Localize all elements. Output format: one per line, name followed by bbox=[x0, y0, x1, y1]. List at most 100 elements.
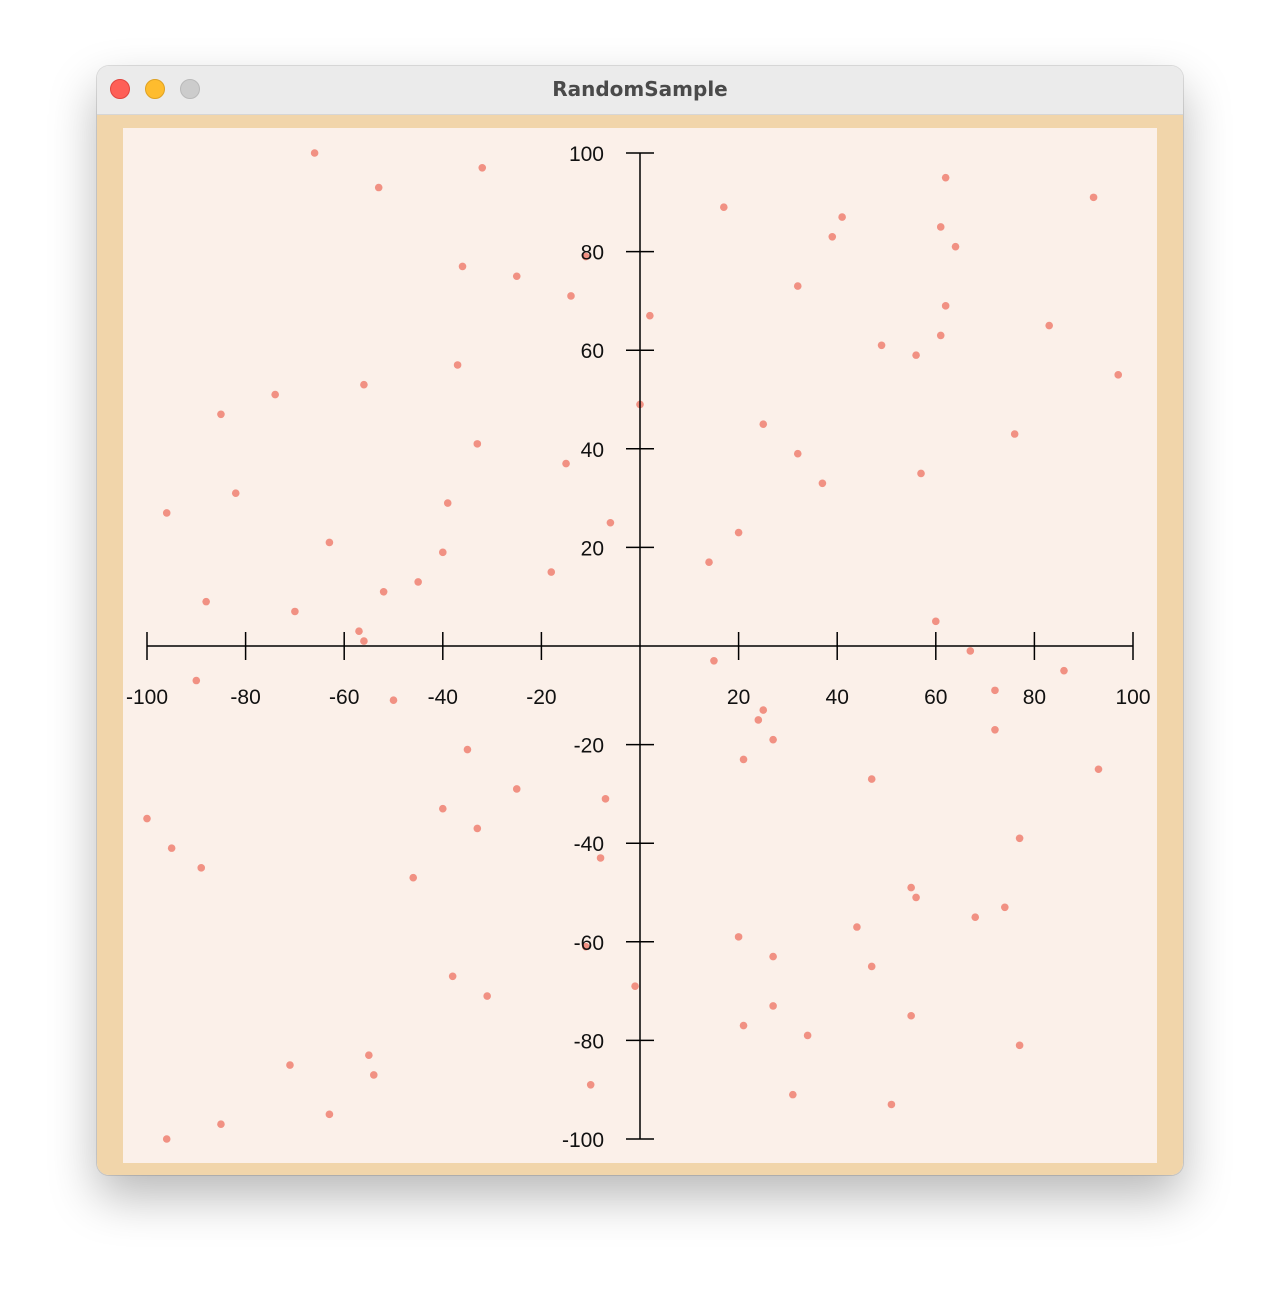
data-point bbox=[1015, 1041, 1024, 1050]
data-point bbox=[478, 163, 487, 172]
data-point bbox=[759, 706, 768, 714]
data-point bbox=[759, 420, 768, 428]
data-point bbox=[291, 607, 299, 616]
data-point bbox=[586, 1080, 595, 1089]
data-point bbox=[912, 893, 920, 902]
data-point bbox=[443, 499, 452, 507]
data-point bbox=[1094, 765, 1103, 774]
data-point bbox=[739, 1021, 748, 1030]
data-point bbox=[828, 233, 837, 241]
data-point bbox=[754, 716, 763, 724]
data-point bbox=[512, 785, 521, 793]
app-window: RandomSample -100 -80 -60 -40 -20 20 40 60 80 100… bbox=[97, 66, 1183, 1175]
x-tick-label: -100 bbox=[126, 686, 168, 709]
data-point bbox=[1010, 430, 1019, 438]
data-point bbox=[379, 587, 388, 596]
points-layer bbox=[143, 149, 1123, 1143]
data-point bbox=[1089, 193, 1098, 202]
y-tick-label: -20 bbox=[574, 735, 604, 758]
data-point bbox=[601, 795, 610, 803]
data-point bbox=[867, 962, 876, 971]
data-point bbox=[1001, 903, 1009, 912]
data-point bbox=[769, 1002, 777, 1010]
x-tick-label: 40 bbox=[826, 686, 849, 709]
data-point bbox=[631, 982, 639, 990]
x-tick-label: -20 bbox=[526, 686, 556, 709]
data-point bbox=[483, 992, 491, 1000]
data-point bbox=[167, 844, 176, 852]
y-tick-label: -60 bbox=[574, 932, 604, 955]
data-point bbox=[991, 726, 999, 734]
y-tick-label: 20 bbox=[581, 537, 604, 560]
y-tick-label: -40 bbox=[574, 833, 604, 856]
data-point bbox=[818, 479, 827, 488]
minimize-button[interactable] bbox=[145, 79, 165, 99]
scatter-plot: -100 -80 -60 -40 -20 20 40 60 80 100 100 80 60 40 20 -2… bbox=[126, 143, 1151, 1152]
data-point bbox=[793, 282, 802, 290]
data-point bbox=[991, 686, 999, 695]
axes-layer bbox=[146, 152, 1134, 1140]
window-frame: -100 -80 -60 -40 -20 20 40 60 80 100 100 80 60 40 20 -2… bbox=[97, 115, 1183, 1175]
data-point bbox=[271, 390, 279, 399]
data-point bbox=[646, 311, 654, 320]
y-tick-label: -100 bbox=[562, 1129, 604, 1152]
data-point bbox=[463, 745, 472, 754]
data-point bbox=[143, 814, 151, 823]
data-point bbox=[838, 213, 846, 221]
close-button[interactable] bbox=[110, 79, 130, 99]
data-point bbox=[286, 1061, 294, 1069]
x-tick-label: -80 bbox=[230, 686, 260, 709]
data-point bbox=[360, 637, 368, 645]
title-bar[interactable]: RandomSample bbox=[97, 66, 1183, 115]
data-point bbox=[217, 1120, 225, 1129]
data-point bbox=[1060, 666, 1068, 675]
data-point bbox=[734, 933, 743, 941]
x-tick-label: 20 bbox=[727, 686, 750, 709]
data-point bbox=[458, 262, 467, 271]
data-point bbox=[606, 518, 615, 527]
data-point bbox=[365, 1051, 373, 1059]
zoom-button[interactable] bbox=[180, 79, 200, 99]
data-point bbox=[789, 1090, 797, 1099]
data-point bbox=[439, 548, 447, 557]
data-point bbox=[769, 952, 777, 961]
data-point bbox=[567, 292, 575, 300]
x-tick-label: 80 bbox=[1023, 686, 1046, 709]
data-point bbox=[867, 775, 876, 783]
data-point bbox=[936, 331, 945, 340]
window-title: RandomSample bbox=[552, 77, 728, 101]
data-point bbox=[453, 361, 462, 369]
data-point bbox=[231, 489, 240, 497]
data-point bbox=[581, 252, 590, 261]
data-point bbox=[803, 1031, 812, 1040]
data-point bbox=[197, 864, 206, 872]
data-point bbox=[325, 538, 334, 547]
data-point bbox=[793, 449, 802, 458]
y-tick-label: 80 bbox=[581, 242, 604, 265]
data-point bbox=[936, 223, 945, 231]
x-tick-label: 100 bbox=[1115, 686, 1150, 709]
y-tick-label: 40 bbox=[581, 439, 604, 462]
data-point bbox=[202, 597, 210, 606]
tick-labels-layer: -100 -80 -60 -40 -20 20 40 60 80 100 100 80 60 40 20 -2… bbox=[126, 143, 1151, 1152]
data-point bbox=[907, 1011, 915, 1020]
data-point bbox=[409, 873, 418, 882]
data-point bbox=[162, 509, 171, 517]
data-point bbox=[596, 854, 605, 862]
data-point bbox=[473, 824, 482, 833]
data-point bbox=[877, 341, 886, 350]
data-point bbox=[705, 558, 713, 566]
data-point bbox=[951, 242, 960, 251]
data-point bbox=[369, 1071, 378, 1079]
data-point bbox=[769, 735, 777, 744]
y-tick-label: 100 bbox=[569, 143, 604, 166]
data-point bbox=[971, 913, 980, 921]
data-point bbox=[473, 440, 482, 448]
data-point bbox=[887, 1100, 896, 1109]
data-point bbox=[389, 696, 398, 705]
data-point bbox=[360, 380, 368, 389]
data-point bbox=[355, 627, 363, 636]
data-point bbox=[547, 568, 556, 576]
data-point bbox=[162, 1135, 171, 1143]
data-point bbox=[325, 1110, 334, 1119]
